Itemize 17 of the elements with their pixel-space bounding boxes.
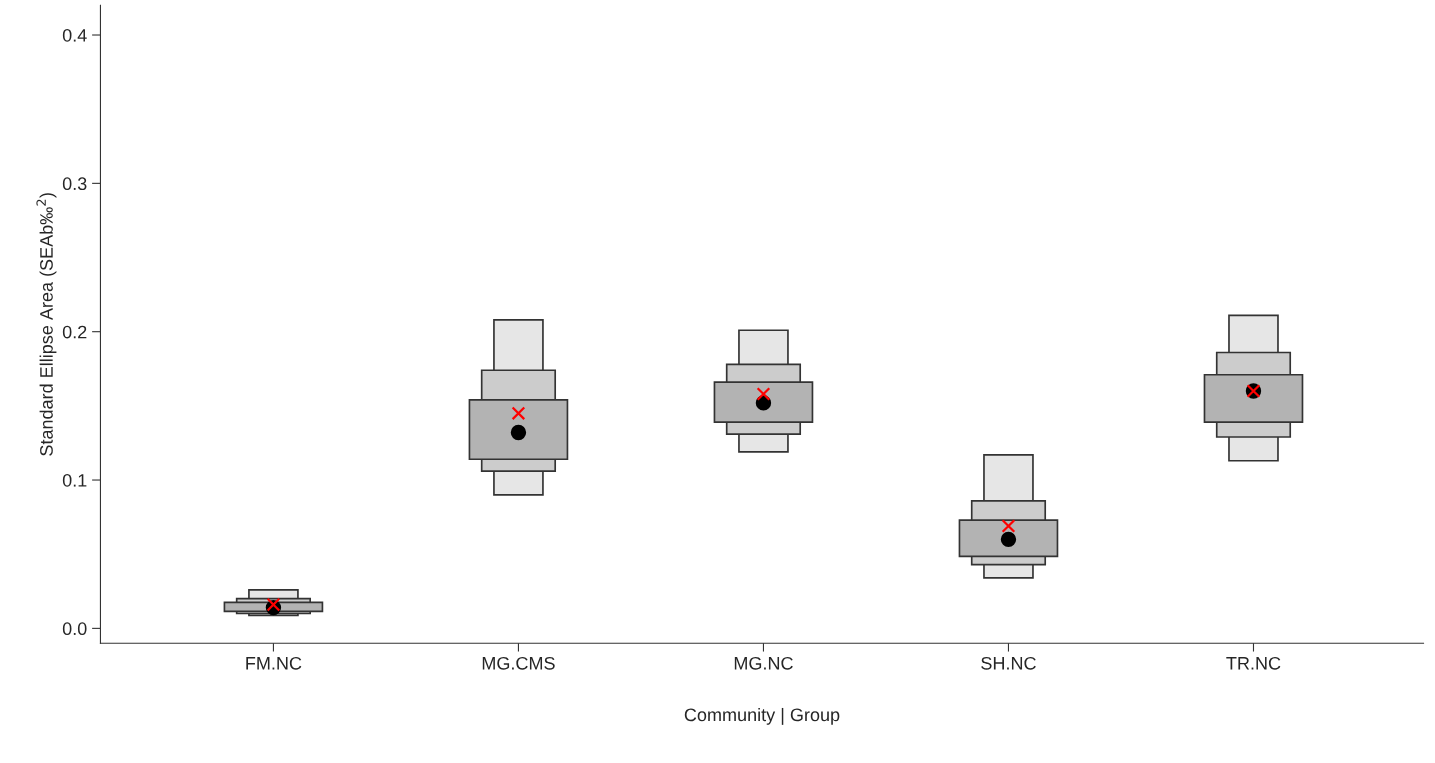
point bbox=[510, 424, 527, 441]
y-tick-label: 0.0 bbox=[62, 622, 87, 636]
x-tick-label: FM.NC bbox=[246, 656, 302, 670]
x-tick-label: TR.NC bbox=[1226, 656, 1281, 670]
x-axis-title: Community | Group bbox=[684, 707, 840, 725]
x-tick-label: MG.NC bbox=[734, 656, 793, 670]
y-axis-title: Standard Ellipse Area (SEAb‰$^{2}$) bbox=[36, 193, 57, 456]
y-tick-label: 0.2 bbox=[62, 325, 87, 339]
y-tick-label: 0.1 bbox=[62, 473, 87, 487]
point bbox=[756, 387, 771, 401]
y-tick-label: 0.4 bbox=[62, 28, 87, 42]
point bbox=[1001, 519, 1016, 533]
point bbox=[1000, 531, 1017, 548]
point bbox=[511, 406, 526, 421]
y-tick-label: 0.3 bbox=[62, 177, 87, 191]
x-tick-label: MG.CMS bbox=[482, 656, 555, 670]
x-tick-label: SH.NC bbox=[981, 656, 1036, 670]
